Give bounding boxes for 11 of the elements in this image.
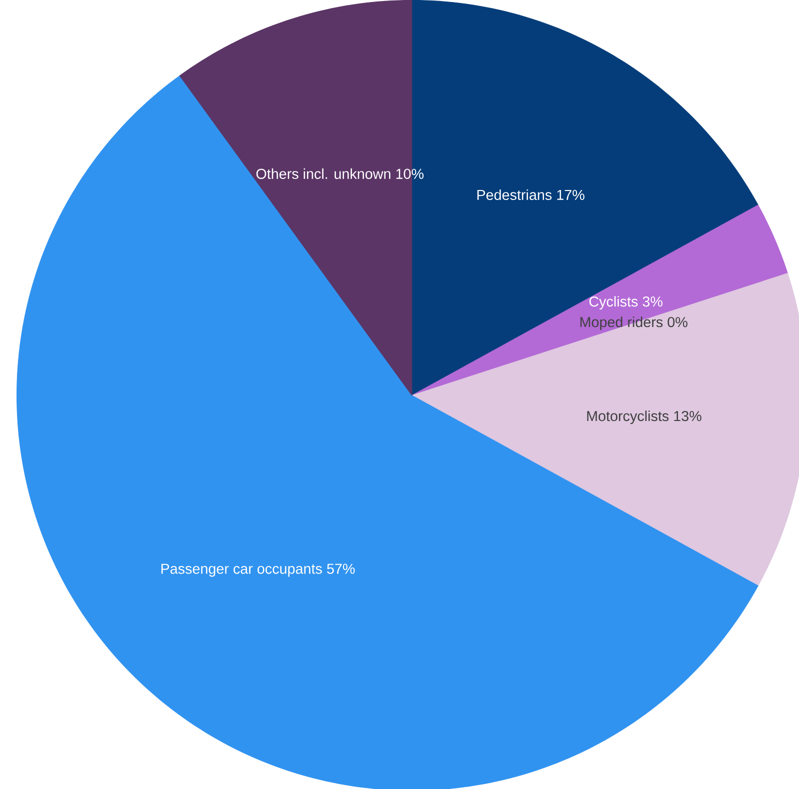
- data-label: 57%: [327, 564, 355, 574]
- data-label: 10%: [396, 168, 424, 179]
- slice-label: Motorcyclists: [587, 410, 669, 424]
- slice-label: Pedestrians: [477, 189, 552, 200]
- slice-label: Cyclists: [589, 296, 638, 310]
- slice-label: Others incl. unknown: [256, 168, 390, 179]
- data-label: 13%: [674, 410, 702, 421]
- data-label: 17%: [557, 190, 584, 200]
- text: 0%: [668, 316, 688, 327]
- data-label: 3%: [642, 296, 662, 306]
- slice-label: Passenger car occupants: [161, 564, 322, 576]
